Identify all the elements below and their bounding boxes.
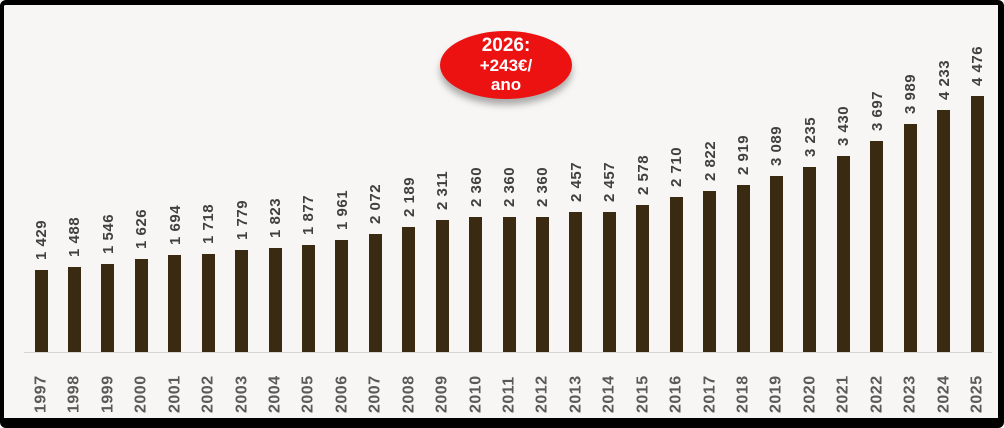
bar-2013	[569, 212, 583, 352]
bar-2007	[368, 234, 382, 352]
bar-2015	[636, 205, 650, 352]
x-axis-tick-label: 2006	[333, 375, 351, 413]
bar-value-label: 3 989	[902, 73, 920, 114]
bar-1997	[34, 270, 48, 352]
bar-2016	[669, 197, 683, 352]
bar-value-label: 3 697	[868, 90, 886, 131]
bar-2003	[235, 250, 249, 352]
bar-2002	[201, 254, 215, 352]
x-axis-tick-label: 2007	[366, 375, 384, 413]
x-axis-tick-label: 2025	[968, 375, 986, 413]
x-axis-tick-label: 2005	[299, 375, 317, 413]
x-axis-tick-label: 2001	[166, 375, 184, 413]
bar-2010	[469, 217, 483, 352]
bar-2004	[268, 248, 282, 352]
x-axis-tick-label: 2020	[801, 375, 819, 413]
bar-2018	[736, 185, 750, 352]
bar-value-label: 2 360	[501, 166, 519, 207]
x-axis-tick-label: 2021	[834, 375, 852, 413]
bar-value-label: 2 822	[701, 140, 719, 181]
bar-2008	[402, 227, 416, 352]
bar-value-label: 2 710	[668, 146, 686, 187]
bar-value-label: 2 189	[400, 176, 418, 217]
bar-2006	[335, 240, 349, 352]
bar-value-label: 1 877	[300, 194, 318, 235]
bar-value-label: 1 694	[166, 204, 184, 245]
x-axis-tick-label: 2008	[400, 375, 418, 413]
bar-value-label: 1 429	[33, 219, 50, 260]
bar-value-label: 4 476	[969, 45, 987, 86]
annotation-line-2: +243€/	[479, 56, 533, 75]
annotation-line-1: 2026:	[481, 35, 531, 56]
x-axis-tick-label: 2024	[935, 375, 953, 413]
bar-2020	[803, 167, 817, 352]
bar-2022	[870, 141, 884, 352]
x-axis-tick-label: 1997	[32, 375, 50, 413]
bar-value-label: 1 546	[99, 213, 117, 254]
bar-2012	[535, 217, 549, 352]
bar-2019	[769, 176, 783, 352]
x-axis-line	[24, 352, 992, 353]
annotation-callout-2026: 2026: +243€/ ano	[440, 31, 572, 99]
bar-value-label: 2 457	[567, 161, 585, 202]
x-axis-tick-label: 2015	[634, 375, 652, 413]
bar-value-label: 2 360	[467, 166, 485, 207]
bar-1998	[67, 267, 81, 352]
bar-value-label: 3 235	[801, 116, 819, 157]
x-axis-tick-label: 2012	[533, 375, 551, 413]
bar-value-label: 1 823	[267, 197, 284, 238]
x-axis-tick-label: 2023	[901, 375, 919, 413]
bar-2024	[937, 110, 951, 352]
x-axis-tick-label: 2014	[600, 375, 618, 413]
bar-value-label: 1 779	[233, 199, 251, 240]
x-axis-tick-label: 2017	[701, 375, 719, 413]
bar-value-label: 2 072	[367, 183, 385, 224]
x-axis-tick-label: 2010	[467, 375, 485, 413]
x-axis-tick-label: 2016	[667, 375, 685, 413]
bar-value-label: 3 430	[835, 105, 853, 146]
bar-2014	[602, 212, 616, 352]
x-axis-tick-label: 2000	[132, 375, 150, 413]
x-axis-tick-label: 2019	[767, 375, 785, 413]
x-axis-tick-label: 2009	[433, 375, 451, 413]
bar-1999	[101, 264, 115, 352]
bar-value-label: 2 578	[634, 154, 652, 195]
bar-2023	[903, 124, 917, 352]
bar-value-label: 1 626	[133, 208, 151, 249]
x-axis-tick-label: 2003	[233, 375, 251, 413]
bar-2000	[134, 259, 148, 352]
bar-value-label: 3 089	[768, 125, 786, 166]
x-axis-tick-label: 2004	[266, 375, 284, 413]
annotation-line-3: ano	[490, 75, 522, 94]
bar-2011	[502, 217, 516, 352]
x-axis-tick-label: 2011	[500, 376, 518, 413]
bar-value-label: 2 311	[434, 170, 452, 210]
bar-value-label: 4 233	[935, 59, 953, 100]
bar-value-label: 2 457	[601, 161, 619, 202]
x-axis-tick-label: 2022	[868, 375, 886, 413]
bar-2001	[168, 255, 182, 352]
x-axis-tick-label: 2002	[199, 375, 217, 413]
bar-2025	[970, 96, 984, 352]
bar-2009	[435, 220, 449, 352]
bar-value-label: 2 360	[534, 166, 552, 207]
bar-2021	[836, 156, 850, 352]
x-axis-tick-label: 2018	[734, 375, 752, 413]
bar-value-label: 1 961	[333, 189, 351, 230]
x-axis-tick-label: 1999	[99, 375, 117, 413]
x-axis-tick-label: 2013	[567, 375, 585, 413]
x-axis-tick-label: 1998	[65, 375, 83, 413]
bar-value-label: 2 919	[735, 134, 753, 175]
bar-2017	[703, 191, 717, 352]
bar-value-label: 1 488	[66, 216, 84, 257]
bar-2005	[301, 245, 315, 352]
bar-value-label: 1 718	[200, 203, 218, 244]
